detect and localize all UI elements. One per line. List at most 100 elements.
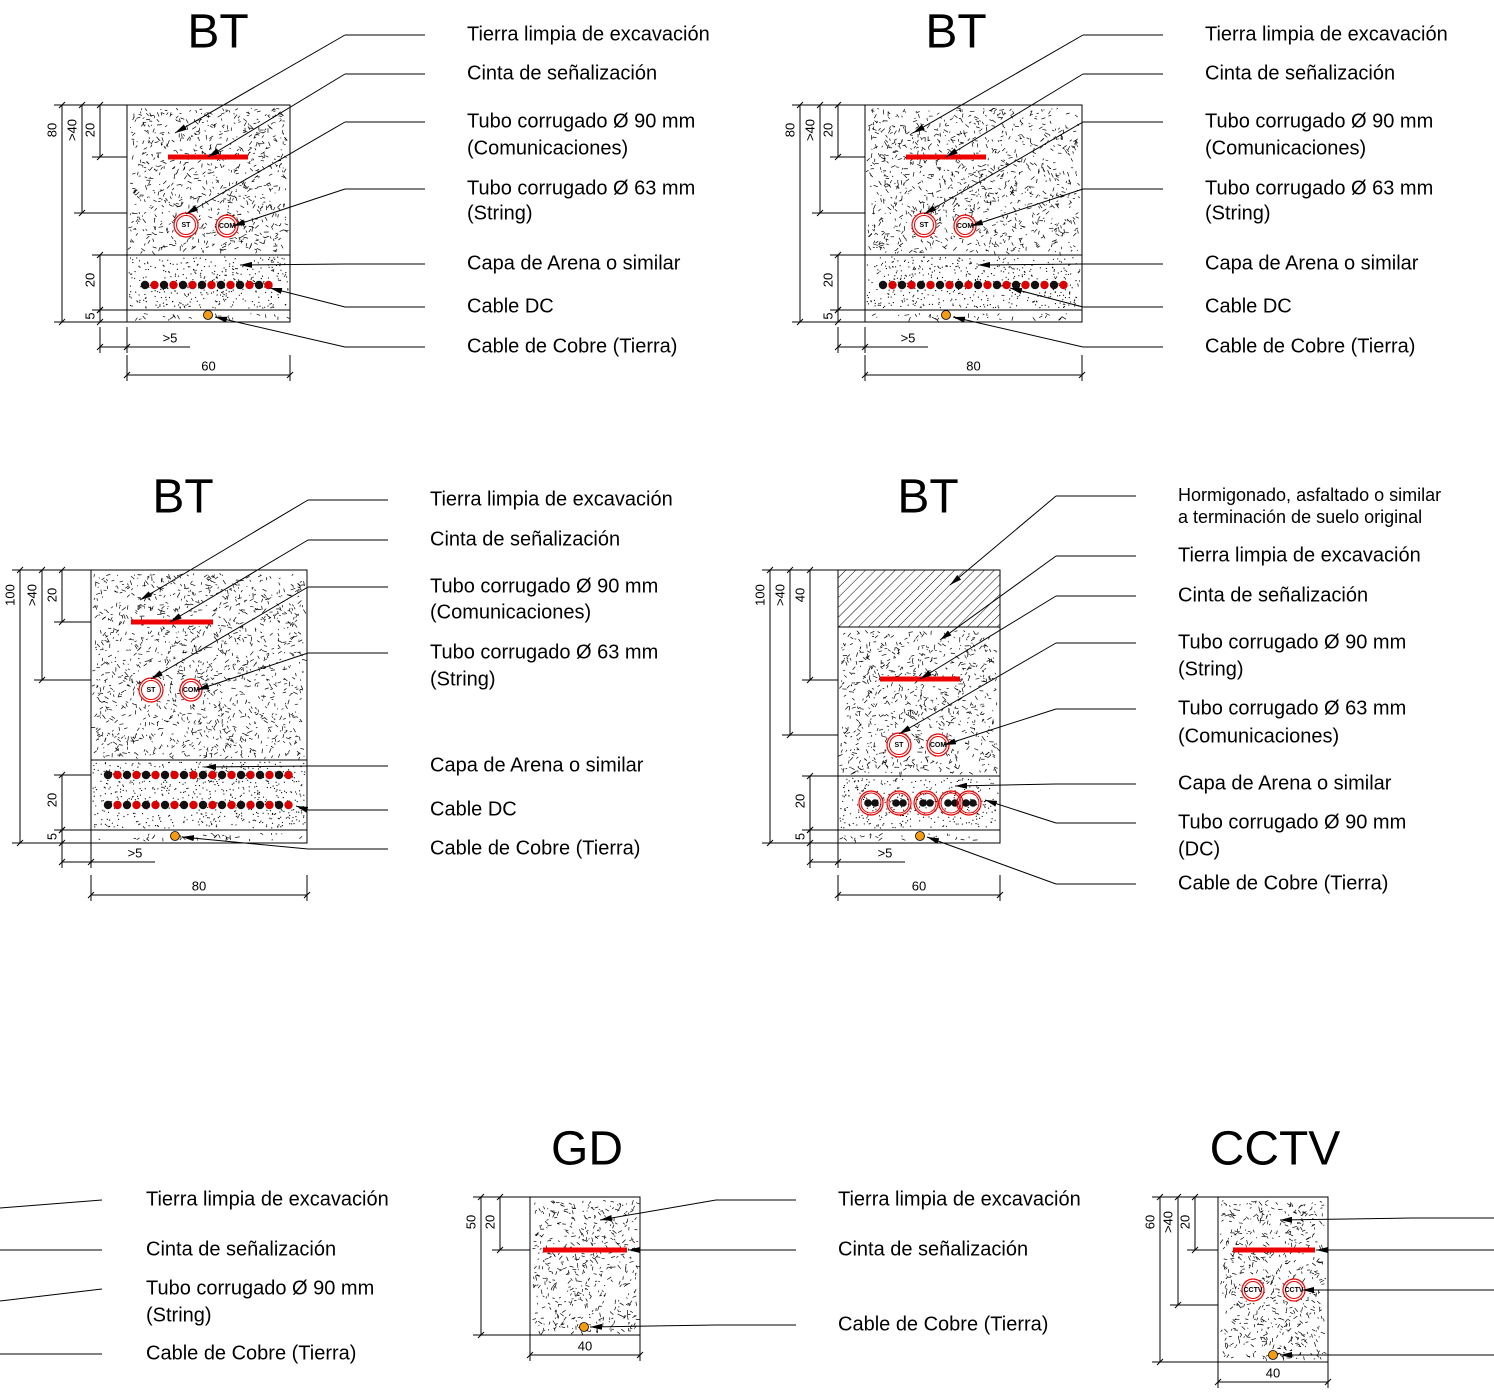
speck [1028, 186, 1031, 189]
speck [184, 603, 188, 606]
speck [119, 637, 122, 642]
speck [143, 598, 146, 602]
speck [169, 316, 174, 320]
speck [267, 204, 271, 209]
sand-dot [130, 798, 133, 800]
sand-dot [240, 812, 243, 814]
speck [203, 648, 206, 651]
speck [135, 610, 138, 613]
speck [898, 223, 901, 227]
sand-dot [194, 793, 196, 795]
speck [1054, 177, 1056, 181]
sand-dot [177, 275, 180, 277]
speck [265, 678, 270, 681]
speck [249, 680, 252, 683]
sand-dot [238, 787, 240, 789]
speck [249, 651, 254, 656]
sand-dot [165, 299, 167, 301]
sand-dot [1007, 262, 1009, 264]
speck [898, 128, 901, 133]
sand-dot [276, 795, 278, 797]
speck [97, 738, 99, 740]
sand-dot [134, 816, 136, 818]
sand-dot [254, 791, 256, 794]
speck [1061, 186, 1065, 189]
speck [293, 631, 297, 635]
sand-dot [172, 263, 174, 265]
sand-dot [256, 785, 258, 787]
sand-dot [944, 257, 947, 259]
speck [174, 173, 177, 175]
speck [118, 726, 121, 731]
speck [916, 122, 920, 127]
sand-dot [214, 784, 216, 786]
sand-dot [199, 304, 201, 306]
speck [93, 574, 95, 577]
speck [1074, 114, 1078, 118]
sand-dot [257, 764, 259, 766]
speck [960, 118, 963, 123]
speck [145, 580, 149, 585]
sand-dot [92, 772, 94, 774]
speck [136, 216, 139, 219]
speck [177, 205, 182, 207]
sand-dot [900, 290, 902, 292]
speck [890, 196, 893, 199]
speck [134, 193, 137, 196]
speck [1019, 238, 1022, 243]
sand-dot [1018, 275, 1020, 277]
speck [873, 204, 876, 210]
leader [185, 121, 425, 215]
speck [225, 745, 228, 747]
speck [118, 744, 123, 746]
speck [278, 595, 281, 598]
speck [246, 200, 249, 205]
dim-tick [78, 101, 86, 109]
sand-dot [232, 272, 234, 274]
sand-dot [893, 258, 896, 260]
speck [977, 170, 980, 174]
sand-dot [983, 271, 985, 273]
sand-dot [224, 274, 226, 276]
speck [110, 613, 113, 616]
speck [208, 216, 213, 219]
speck [199, 145, 203, 148]
speck [159, 189, 165, 192]
speck [137, 191, 140, 194]
speck [227, 667, 231, 670]
speck [238, 121, 241, 123]
sand-dot [888, 302, 890, 304]
sand-dot [210, 261, 212, 263]
sand-dot [95, 789, 98, 791]
sand-dot [277, 296, 280, 299]
speck [1045, 211, 1050, 215]
sand-dot [914, 269, 916, 271]
speck [240, 754, 243, 759]
speck [897, 158, 902, 161]
speck [1011, 229, 1015, 233]
speck [985, 249, 988, 252]
sand-dot [266, 824, 268, 826]
dimension-label: >40 [64, 119, 79, 141]
speck [966, 184, 970, 189]
speck [1074, 227, 1079, 230]
speck [182, 247, 187, 252]
sand-dot [912, 303, 914, 305]
sand-dot [1060, 270, 1062, 273]
speck [100, 630, 102, 634]
sand-dot [964, 288, 967, 290]
speck [878, 217, 883, 222]
dc-cable [1002, 280, 1011, 290]
speck [148, 139, 151, 144]
sand-dot [251, 794, 253, 796]
speck [262, 609, 266, 614]
speck [105, 609, 109, 614]
sand-dot [1027, 299, 1029, 302]
speck [952, 246, 957, 251]
speck [236, 642, 239, 645]
speck [191, 591, 194, 595]
speck [261, 598, 264, 603]
speck [969, 250, 974, 253]
sand-dot [274, 771, 276, 773]
sand-dot [949, 293, 951, 295]
